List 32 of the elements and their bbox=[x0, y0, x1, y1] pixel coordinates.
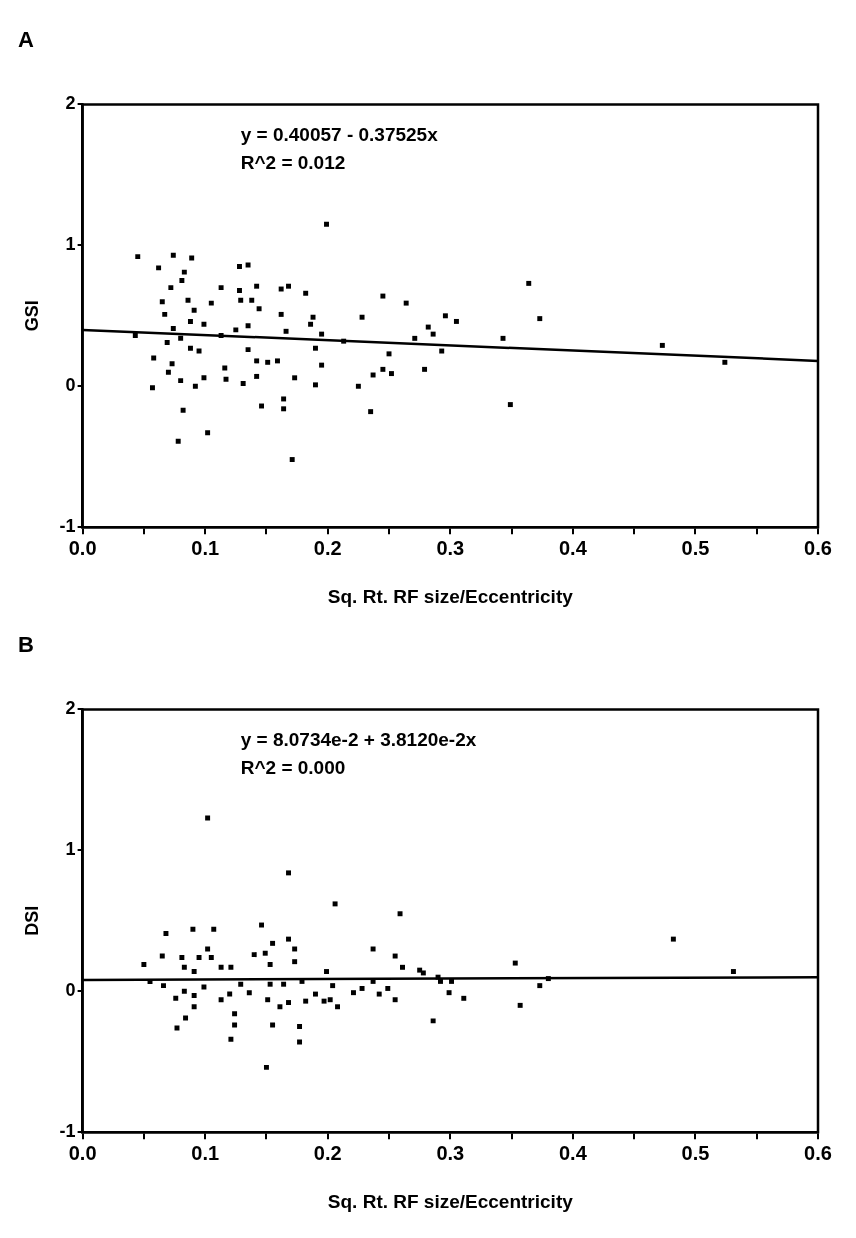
x-tick-label: 0.6 bbox=[804, 1141, 832, 1164]
annotation: y = 0.40057 - 0.37525x bbox=[240, 124, 439, 146]
x-tick-label: 0.0 bbox=[68, 1141, 97, 1164]
y-axis-title: DSI bbox=[21, 905, 42, 936]
y-tick-label: -1 bbox=[59, 1121, 76, 1142]
x-tick-label: 0.6 bbox=[804, 536, 832, 559]
y-tick-label: 2 bbox=[65, 698, 76, 719]
y-tick-label: 2 bbox=[65, 93, 76, 114]
x-tick-label: 0.2 bbox=[313, 1141, 342, 1164]
x-tick-label: 0.1 bbox=[191, 1141, 220, 1164]
annotation: R^2 = 0.000 bbox=[240, 757, 346, 779]
y-axis-title: GSI bbox=[21, 300, 42, 332]
x-tick-label: 0.3 bbox=[436, 536, 465, 559]
y-tick-label: -1 bbox=[59, 516, 76, 537]
annotation: y = 8.0734e-2 + 3.8120e-2x bbox=[240, 729, 477, 751]
x-tick-label: 0.3 bbox=[436, 1141, 465, 1164]
chart-title: A bbox=[18, 27, 34, 53]
annotation: R^2 = 0.012 bbox=[240, 152, 346, 174]
y-tick-label: 1 bbox=[65, 234, 76, 255]
x-axis-title: Sq. Rt. RF size/Eccentricity bbox=[327, 1190, 574, 1212]
x-tick-label: 0.0 bbox=[68, 536, 97, 559]
y-tick-label: 1 bbox=[65, 839, 76, 860]
x-tick-label: 0.5 bbox=[681, 536, 710, 559]
x-tick-label: 0.1 bbox=[191, 536, 220, 559]
x-tick-label: 0.4 bbox=[558, 536, 588, 559]
y-tick-label: 0 bbox=[65, 375, 76, 396]
x-axis-title: Sq. Rt. RF size/Eccentricity bbox=[327, 585, 574, 607]
x-tick-label: 0.2 bbox=[313, 536, 342, 559]
chart-title: B bbox=[18, 632, 34, 658]
x-tick-label: 0.4 bbox=[558, 1141, 588, 1164]
x-tick-label: 0.5 bbox=[681, 1141, 710, 1164]
y-tick-label: 0 bbox=[65, 980, 76, 1001]
